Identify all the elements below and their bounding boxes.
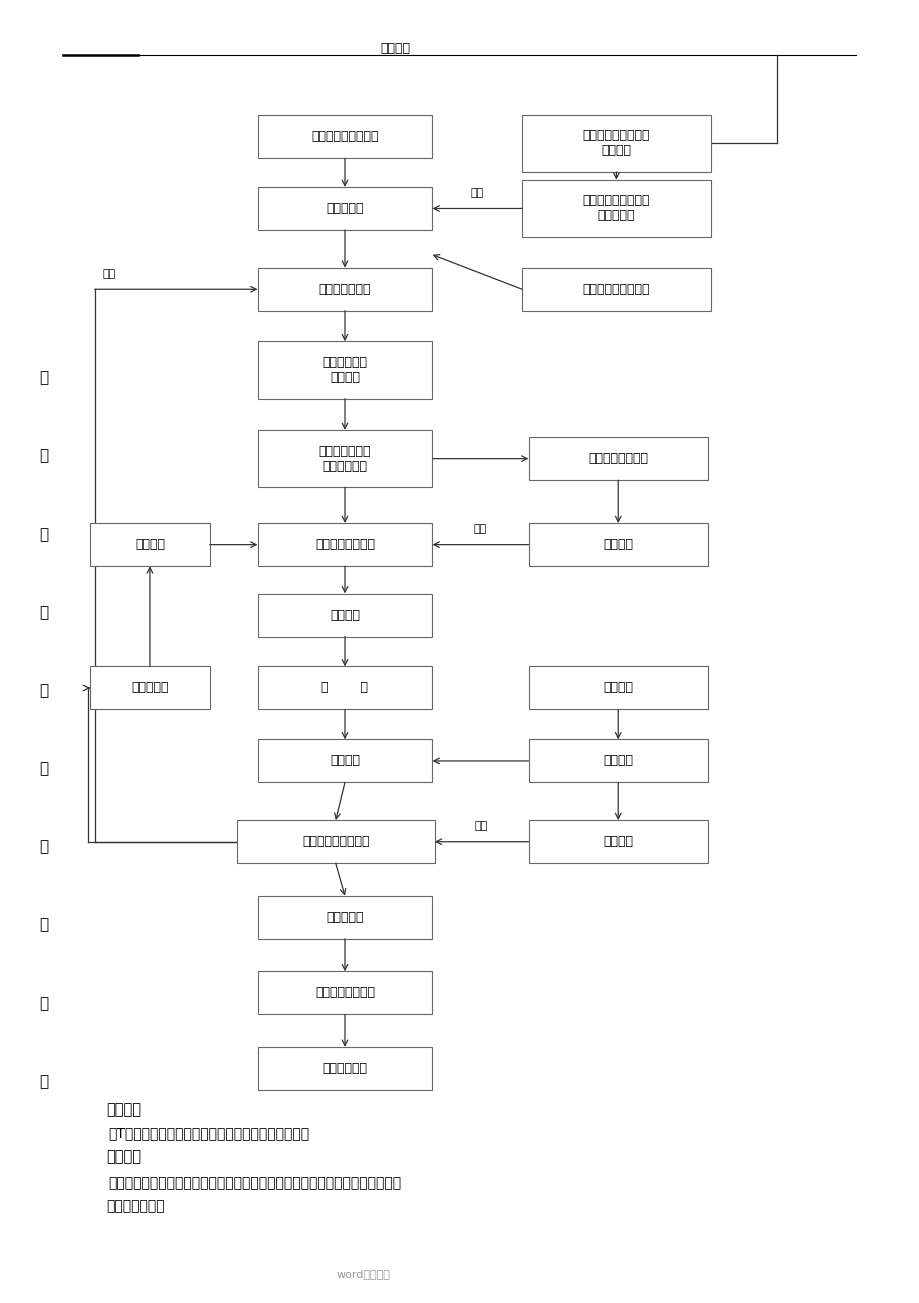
Text: 合格: 合格	[473, 524, 486, 534]
FancyBboxPatch shape	[257, 523, 432, 566]
FancyBboxPatch shape	[257, 593, 432, 636]
Text: 安装工序交验: 安装工序交验	[323, 1062, 367, 1075]
Text: 架桥机前移到位: 架桥机前移到位	[318, 283, 371, 296]
FancyBboxPatch shape	[257, 115, 432, 158]
Text: 吊装设计及施工方案
报监理认可: 吊装设计及施工方案 报监理认可	[582, 194, 650, 223]
Text: 八: 八	[40, 1074, 49, 1089]
FancyBboxPatch shape	[257, 896, 432, 938]
Text: 支座检验: 支座检验	[603, 681, 632, 694]
FancyBboxPatch shape	[257, 430, 432, 487]
Text: 横移到位: 横移到位	[330, 754, 359, 767]
Text: 安装后自检: 安装后自检	[131, 681, 168, 694]
FancyBboxPatch shape	[257, 667, 432, 709]
Text: 及: 及	[40, 683, 49, 698]
Text: 要: 要	[40, 917, 49, 933]
Text: 合格: 合格	[102, 268, 115, 279]
FancyBboxPatch shape	[528, 821, 708, 864]
Text: 吊运到位: 吊运到位	[330, 609, 359, 622]
Text: 施工准备: 施工准备	[106, 1102, 141, 1118]
Text: 测量放线: 测量放线	[106, 1149, 141, 1165]
Text: 测量班在已浇筑成型的支座垫石上放出各个支座的中心位置，梁体架设边线，并: 测量班在已浇筑成型的支座垫石上放出各个支座的中心位置，梁体架设边线，并	[108, 1177, 402, 1190]
FancyBboxPatch shape	[528, 667, 708, 709]
Text: 运梁小车沿轨道
运至架桥机内: 运梁小车沿轨道 运至架桥机内	[318, 444, 371, 473]
Text: 监理认可: 监理认可	[603, 538, 632, 551]
FancyBboxPatch shape	[522, 268, 710, 310]
Text: 安装支座: 安装支座	[603, 754, 632, 767]
Text: 监理认可: 监理认可	[135, 538, 165, 551]
Text: 组装架桥机: 组装架桥机	[326, 202, 363, 215]
Text: 占: 占	[40, 995, 49, 1011]
FancyBboxPatch shape	[257, 740, 432, 782]
FancyBboxPatch shape	[90, 667, 210, 709]
Text: 在T梁架设前，对场地进行清理，准备好临时支座等。: 在T梁架设前，对场地进行清理，准备好临时支座等。	[108, 1127, 310, 1140]
Text: 序: 序	[40, 605, 49, 620]
Text: 作: 作	[40, 839, 49, 855]
FancyBboxPatch shape	[528, 437, 708, 480]
Text: 专业资料: 专业资料	[380, 42, 410, 55]
Text: 监理认可: 监理认可	[603, 835, 632, 848]
Text: 前后横梁吊起大梁: 前后横梁吊起大梁	[314, 538, 375, 551]
Text: 进行吊装设计，制定
吊装方案: 进行吊装设计，制定 吊装方案	[582, 129, 650, 158]
FancyBboxPatch shape	[257, 1048, 432, 1089]
FancyBboxPatch shape	[237, 821, 435, 864]
Text: 程: 程	[40, 526, 49, 542]
Text: 落        梁: 落 梁	[321, 681, 369, 694]
FancyBboxPatch shape	[522, 180, 710, 237]
Text: 平整安装场地、道路: 平整安装场地、道路	[311, 130, 379, 143]
Text: 空心梁灌注接缝砼: 空心梁灌注接缝砼	[314, 986, 375, 999]
Text: 工: 工	[40, 448, 49, 464]
FancyBboxPatch shape	[257, 268, 432, 310]
Text: 操: 操	[40, 761, 49, 777]
Text: 拆除架桥机: 拆除架桥机	[326, 911, 363, 924]
Text: 循环至一孔架设完毕: 循环至一孔架设完毕	[301, 835, 369, 848]
FancyBboxPatch shape	[90, 523, 210, 566]
Text: 施: 施	[40, 370, 49, 386]
Text: 合格: 合格	[474, 821, 488, 831]
Text: 做好红色标记。: 做好红色标记。	[106, 1200, 165, 1213]
FancyBboxPatch shape	[257, 186, 432, 229]
FancyBboxPatch shape	[257, 972, 432, 1014]
FancyBboxPatch shape	[528, 740, 708, 782]
Text: 第一片梁试吊合格: 第一片梁试吊合格	[587, 452, 648, 465]
Text: word完美格式: word完美格式	[336, 1269, 390, 1280]
Text: 合格: 合格	[471, 188, 483, 198]
FancyBboxPatch shape	[522, 115, 710, 172]
Text: 台帽标高及平整检查: 台帽标高及平整检查	[582, 283, 650, 296]
FancyBboxPatch shape	[257, 341, 432, 399]
Text: 大梁由预制场
运至现场: 大梁由预制场 运至现场	[323, 356, 367, 384]
FancyBboxPatch shape	[528, 523, 708, 566]
